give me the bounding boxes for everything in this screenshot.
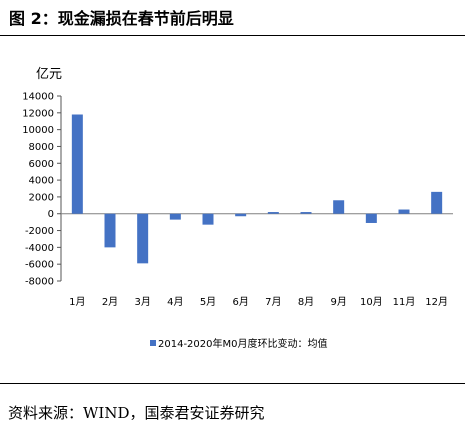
title-divider (0, 35, 465, 36)
y-axis-unit-label: 亿元 (36, 67, 62, 82)
x-tick-label: 2月 (102, 296, 118, 308)
bar (202, 213, 214, 225)
bar (398, 209, 410, 214)
x-tick-label: 8月 (298, 296, 314, 308)
footer-divider (0, 383, 465, 384)
x-tick-label: 5月 (200, 296, 216, 308)
y-tick-label: 14000 (22, 92, 54, 103)
x-tick-label: 9月 (330, 296, 346, 308)
x-tick-label: 12月 (425, 296, 448, 308)
bar (235, 213, 247, 217)
y-tick-label: 8000 (29, 142, 54, 153)
y-tick-label: -6000 (25, 260, 54, 271)
y-tick-label: 6000 (29, 159, 54, 170)
x-tick-label: 1月 (69, 296, 85, 308)
y-tick-label: 10000 (22, 125, 54, 136)
x-tick-label: 6月 (232, 296, 248, 308)
bar (71, 114, 83, 214)
legend-label: 2014-2020年M0月度环比变动：均值 (158, 337, 328, 350)
x-tick-label: 11月 (393, 296, 416, 308)
bar (300, 212, 312, 214)
bar (365, 213, 377, 223)
x-axis-labels: 1月 2月 3月 4月 5月 6月 7月 8月 9月 10月 11月 12月 (69, 296, 448, 308)
legend: 2014-2020年M0月度环比变动：均值 (150, 337, 328, 350)
y-tick-label: 0 (48, 209, 54, 220)
y-tick-label: -2000 (25, 226, 54, 237)
bar (267, 212, 279, 214)
y-tick-label: -8000 (25, 277, 54, 288)
x-tick-label: 4月 (167, 296, 183, 308)
bar (137, 213, 149, 264)
bar (431, 191, 443, 214)
bar (169, 213, 181, 220)
bar-chart: 亿元 14000 12000 10000 8000 6000 4000 2000 0 -2000… (22, 67, 453, 350)
x-tick-label: 10月 (360, 296, 383, 308)
y-axis: 14000 12000 10000 8000 6000 4000 2000 0 -2000 -40… (22, 92, 453, 288)
legend-swatch (150, 340, 156, 346)
bar-series (71, 114, 443, 264)
y-tick-label: 2000 (29, 192, 54, 203)
figure-title: 图 2：现金漏损在春节前后明显 (9, 9, 234, 28)
y-tick-label: 4000 (29, 176, 54, 187)
y-tick-label: -4000 (25, 243, 54, 254)
bar (104, 213, 116, 248)
y-tick-label: 12000 (22, 108, 54, 119)
source-note: 资料来源：WIND，国泰君安证券研究 (8, 404, 265, 422)
bar (333, 200, 345, 214)
x-tick-label: 3月 (134, 296, 150, 308)
x-tick-label: 7月 (265, 296, 281, 308)
